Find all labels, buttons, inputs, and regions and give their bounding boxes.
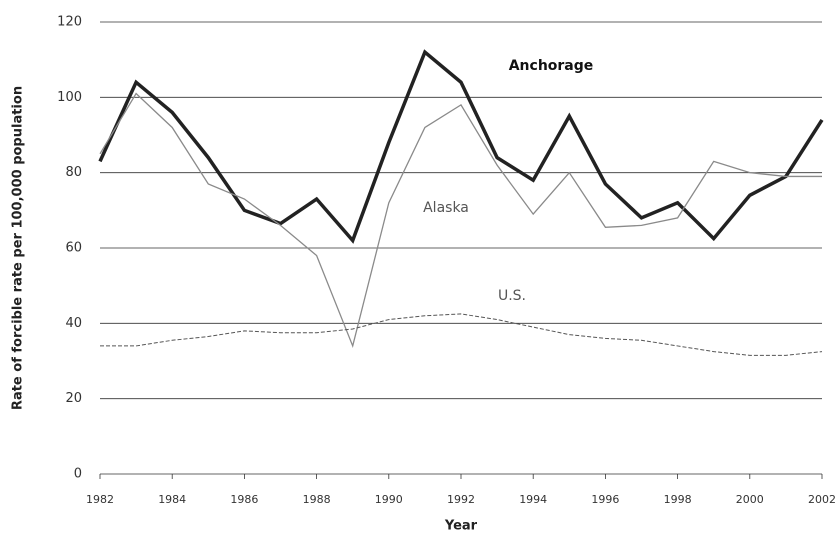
series-label: U.S. (498, 288, 526, 304)
x-axis-label: Year (444, 519, 478, 534)
y-tick-label: 0 (74, 467, 82, 482)
x-tick-label: 1996 (591, 493, 619, 506)
x-tick-label: 1986 (230, 493, 258, 506)
series-line (99, 92, 822, 349)
y-axis-label: Rate of forcible rate per 100,000 popula… (11, 86, 26, 410)
series-line (98, 49, 824, 244)
x-tick-label: 2000 (736, 493, 764, 506)
x-tick-label: 1998 (664, 493, 692, 506)
y-tick-label: 60 (65, 241, 82, 256)
x-tick-label: 2002 (808, 493, 836, 506)
series-line (100, 313, 823, 356)
y-tick-label: 40 (65, 316, 82, 331)
y-tick-label: 100 (57, 90, 82, 105)
series-label: Anchorage (509, 58, 594, 74)
x-tick-label: 1994 (519, 493, 547, 506)
x-tick-label: 1982 (86, 493, 114, 506)
x-tick-label: 1992 (447, 493, 475, 506)
x-tick-label: 1988 (303, 493, 331, 506)
y-tick-label: 20 (65, 391, 82, 406)
y-tick-label: 80 (65, 165, 82, 180)
series-label: Alaska (423, 200, 469, 216)
x-tick-label: 1990 (375, 493, 403, 506)
y-tick-label: 120 (57, 15, 82, 30)
x-tick-label: 1984 (158, 493, 186, 506)
